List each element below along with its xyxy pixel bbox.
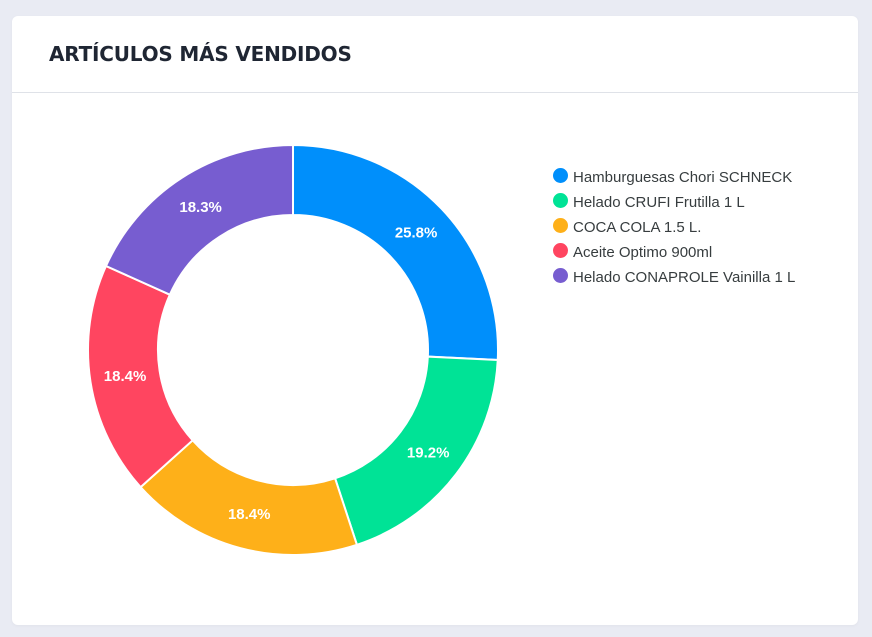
legend-marker-icon [553, 218, 568, 233]
donut-slice-1[interactable] [292, 143, 499, 362]
chart-legend: Hamburguesas Chori SCHNECK Helado CRUFI F… [553, 165, 795, 290]
donut-chart: 25.8% 19.2% 18.4% 18.4% 18.3% [87, 143, 499, 556]
slice-label-2: 19.2% [407, 445, 450, 462]
legend-item-5[interactable]: Helado CONAPROLE Vainilla 1 L [553, 265, 795, 290]
card-header: ARTÍCULOS MÁS VENDIDOS [12, 16, 858, 93]
legend-marker-icon [553, 193, 568, 208]
legend-item-4[interactable]: Aceite Optimo 900ml [553, 240, 795, 265]
legend-marker-icon [553, 268, 568, 283]
legend-marker-icon [553, 243, 568, 258]
slice-label-1: 25.8% [395, 224, 438, 241]
legend-item-1[interactable]: Hamburguesas Chori SCHNECK [553, 165, 795, 190]
slice-label-5: 18.3% [179, 199, 222, 216]
legend-item-3[interactable]: COCA COLA 1.5 L. [553, 215, 795, 240]
legend-label: Aceite Optimo 900ml [573, 244, 713, 261]
legend-label: Helado CRUFI Frutilla 1 L [573, 194, 745, 211]
slice-label-3: 18.4% [228, 506, 271, 523]
donut-slice-5[interactable] [104, 143, 294, 297]
card-title: ARTÍCULOS MÁS VENDIDOS [49, 42, 352, 66]
legend-label: Hamburguesas Chori SCHNECK [573, 169, 793, 186]
legend-item-2[interactable]: Helado CRUFI Frutilla 1 L [553, 190, 795, 215]
legend-marker-icon [553, 168, 568, 183]
slice-label-4: 18.4% [104, 368, 147, 385]
legend-label: Helado CONAPROLE Vainilla 1 L [573, 269, 796, 286]
top-selling-card: ARTÍCULOS MÁS VENDIDOS 25.8% 19.2% 18.4% 18… [12, 16, 858, 625]
legend-label: COCA COLA 1.5 L. [573, 219, 702, 236]
